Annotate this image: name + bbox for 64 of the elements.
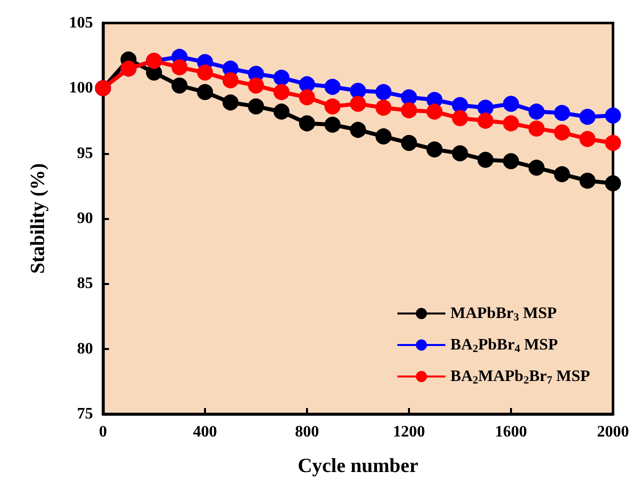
point [350, 82, 366, 99]
point [605, 108, 621, 124]
y-tick-label: 100 [69, 80, 93, 97]
point [299, 115, 315, 132]
point [503, 115, 519, 132]
point [528, 120, 544, 137]
y-tick-label: 90 [77, 210, 93, 227]
point [274, 104, 290, 120]
point [605, 134, 621, 151]
point [580, 172, 596, 189]
point [376, 100, 392, 116]
point [248, 98, 264, 114]
point [452, 145, 468, 162]
point [350, 96, 366, 112]
point [172, 78, 188, 94]
point [478, 112, 494, 129]
point [197, 64, 213, 81]
point [401, 89, 417, 106]
point [605, 175, 621, 192]
point [324, 78, 340, 95]
point [503, 96, 519, 112]
point [478, 100, 494, 116]
y-axis-title: Stability (%) [27, 163, 49, 274]
point [376, 84, 392, 100]
point [478, 152, 494, 168]
point [376, 128, 392, 144]
y-tick-label: 75 [77, 406, 93, 422]
x-tick-label: 1200 [393, 424, 425, 440]
point [401, 102, 417, 118]
y-tick-label: 85 [77, 275, 93, 292]
point [528, 104, 544, 120]
point [503, 153, 519, 170]
y-tick-label: 80 [77, 340, 93, 358]
point [299, 89, 315, 106]
point [426, 141, 442, 158]
point [197, 84, 213, 100]
x-tick-label: 1600 [495, 424, 527, 440]
point [401, 134, 417, 151]
point [274, 70, 290, 86]
point [248, 78, 264, 94]
point [528, 160, 544, 176]
point [452, 97, 468, 114]
point [222, 94, 238, 110]
x-tick-label: 0 [99, 424, 107, 440]
x-tick-label: 400 [193, 424, 217, 440]
point [580, 108, 596, 125]
point [274, 84, 290, 100]
point [452, 110, 468, 126]
point [580, 131, 596, 147]
point [299, 76, 315, 92]
point [324, 98, 340, 114]
x-axis-title: Cycle number [298, 455, 418, 477]
point [324, 116, 340, 133]
y-tick-label: 105 [69, 14, 93, 32]
point [554, 104, 570, 121]
point [350, 122, 366, 138]
point [554, 124, 570, 140]
point [172, 59, 188, 76]
x-tick-label: 800 [295, 424, 319, 440]
x-tick-label: 2000 [597, 424, 629, 440]
point [222, 72, 238, 88]
point [426, 104, 442, 120]
point [554, 166, 570, 182]
y-tick-label: 95 [77, 144, 93, 162]
